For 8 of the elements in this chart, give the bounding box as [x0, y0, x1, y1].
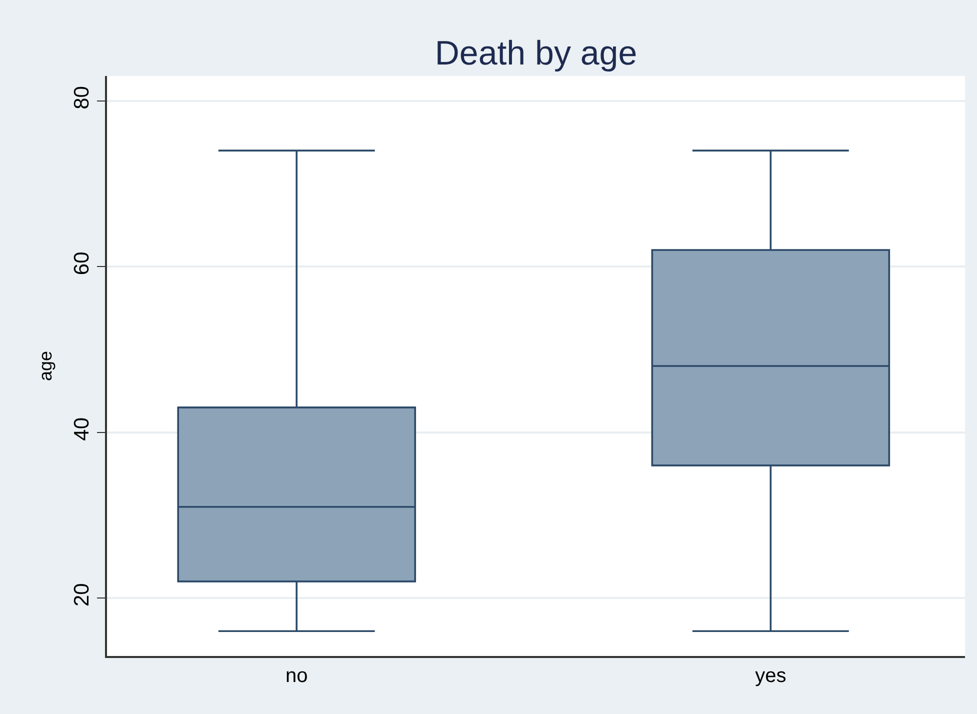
x-tick-label: no — [285, 665, 308, 687]
chart-title: Death by age — [434, 34, 638, 73]
y-tick-label: 60 — [70, 252, 94, 276]
y-tick-label: 40 — [70, 417, 94, 441]
y-tick-label: 80 — [70, 86, 94, 110]
y-tick-label: 20 — [70, 583, 94, 607]
y-axis-title: age — [35, 350, 56, 382]
x-tick-label: yes — [755, 665, 786, 687]
